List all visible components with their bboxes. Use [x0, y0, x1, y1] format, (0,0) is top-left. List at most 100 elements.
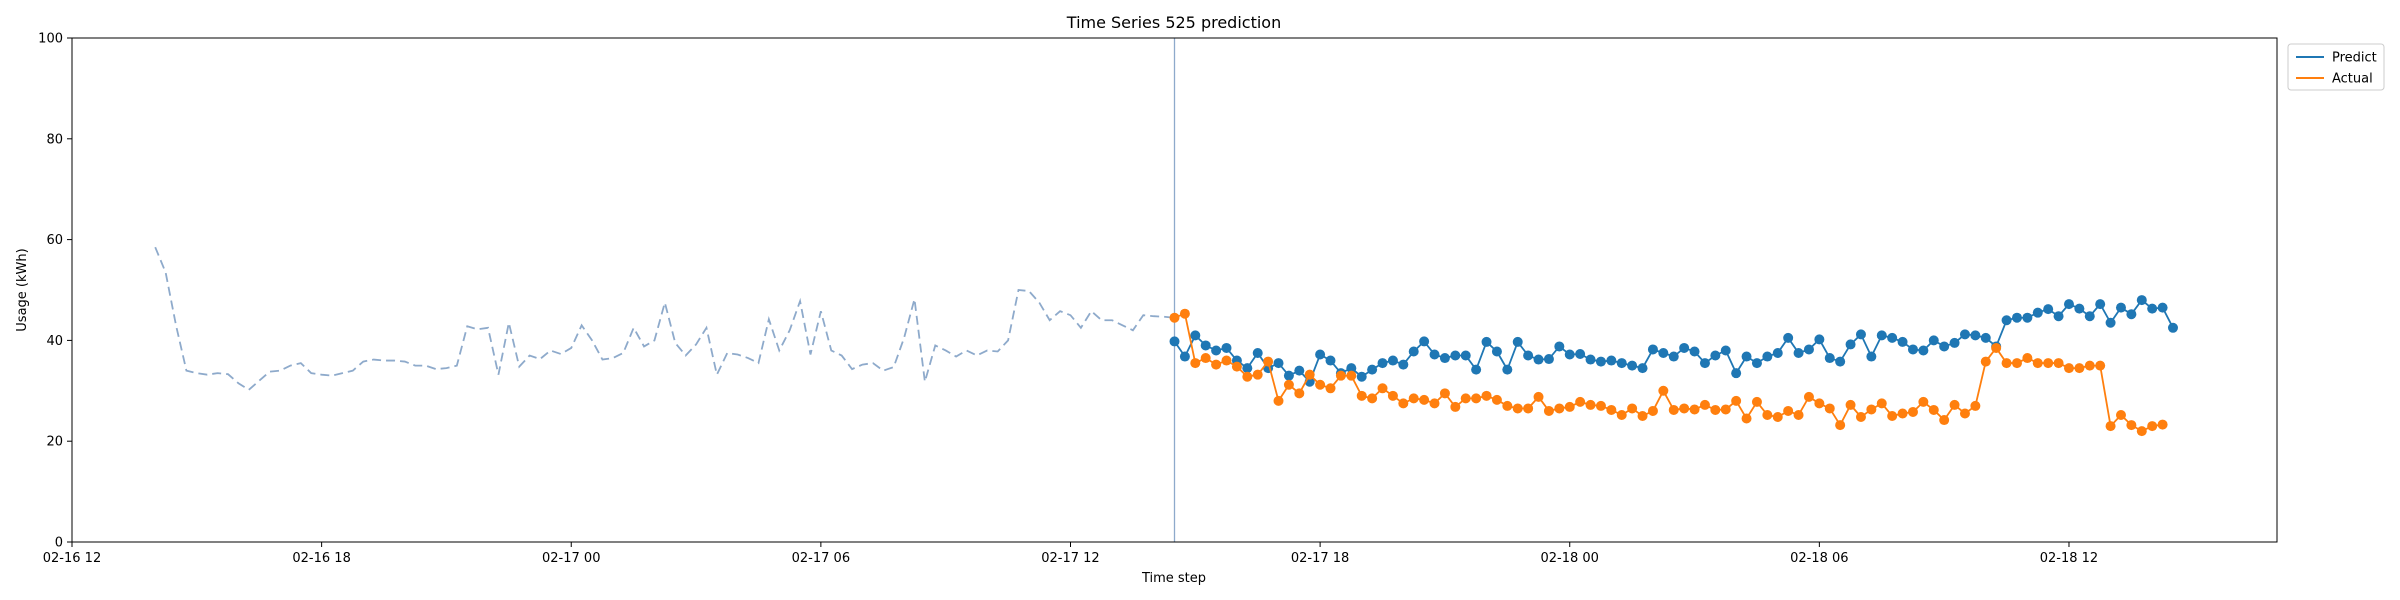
- y-tick-label: 80: [46, 132, 63, 147]
- predict-point: [1533, 354, 1544, 365]
- actual-point: [1585, 399, 1596, 410]
- predict-point: [1679, 342, 1690, 353]
- actual-point: [1377, 383, 1388, 394]
- predict-point: [1710, 350, 1721, 361]
- actual-point: [1304, 369, 1315, 380]
- y-tick-label: 0: [55, 536, 63, 551]
- predict-point: [1221, 342, 1232, 353]
- x-tick-label: 02-18 00: [1541, 551, 1599, 566]
- actual-point: [1814, 398, 1825, 409]
- actual-point: [1907, 406, 1918, 417]
- actual-point: [1190, 358, 1201, 369]
- chart-title: Time Series 525 prediction: [1066, 13, 1281, 32]
- actual-point: [2053, 358, 2064, 369]
- actual-point: [2136, 426, 2147, 437]
- actual-point: [1200, 353, 1211, 364]
- actual-point: [1762, 409, 1773, 420]
- actual-point: [1751, 396, 1762, 407]
- actual-point: [1502, 400, 1513, 411]
- actual-point: [1512, 403, 1523, 414]
- plot-area: [154, 38, 2178, 542]
- predict-point: [1939, 341, 1950, 352]
- actual-point: [1471, 393, 1482, 404]
- predict-point: [1502, 364, 1513, 375]
- y-axis: 0 20 40 60 80 100: [38, 32, 72, 551]
- actual-point: [1169, 312, 1180, 323]
- actual-point: [2157, 419, 2168, 430]
- actual-point: [1346, 370, 1357, 381]
- predict-point: [1949, 337, 1960, 348]
- predict-point: [2063, 299, 2074, 310]
- actual-point: [1855, 412, 1866, 423]
- predict-point: [1741, 351, 1752, 362]
- actual-point: [2115, 409, 2126, 420]
- predict-point: [1627, 360, 1638, 371]
- legend: Predict Actual: [2287, 43, 2385, 91]
- actual-point: [1699, 399, 1710, 410]
- actual-point: [1928, 404, 1939, 415]
- y-tick-label: 60: [46, 233, 63, 248]
- legend-label-actual: Actual: [2332, 72, 2373, 87]
- actual-point: [1637, 411, 1648, 421]
- actual-point: [1897, 408, 1908, 419]
- actual-point: [1533, 391, 1544, 402]
- predict-point: [2043, 304, 2054, 315]
- predict-point: [1585, 354, 1596, 365]
- actual-point: [1970, 400, 1981, 411]
- predict-point: [1866, 351, 1877, 362]
- predict-point: [1419, 336, 1430, 347]
- actual-point: [1335, 370, 1346, 381]
- y-tick-label: 20: [46, 435, 63, 450]
- y-tick-label: 100: [38, 32, 63, 47]
- predict-point: [1200, 340, 1211, 351]
- actual-point: [1398, 398, 1409, 409]
- predict-point: [1523, 350, 1534, 361]
- predict-point: [1377, 358, 1388, 369]
- predict-point: [1699, 358, 1710, 369]
- predict-point: [1928, 335, 1939, 346]
- actual-point: [1793, 409, 1804, 420]
- predict-point: [1824, 353, 1835, 364]
- actual-point: [1918, 396, 1929, 407]
- actual-point: [1450, 401, 1461, 412]
- actual-point: [1710, 404, 1721, 415]
- actual-point: [1980, 356, 1991, 367]
- predict-point: [1647, 344, 1658, 355]
- predict-point: [1554, 341, 1565, 352]
- predict-point: [1564, 349, 1575, 360]
- predict-point: [2115, 302, 2126, 313]
- actual-point: [1783, 405, 1794, 416]
- predict-point: [1907, 344, 1918, 355]
- actual-point: [1283, 379, 1294, 390]
- actual-point: [1595, 400, 1606, 411]
- actual-point: [1439, 388, 1450, 399]
- predict-point: [2136, 295, 2147, 306]
- actual-point: [1294, 388, 1305, 399]
- predict-point: [1439, 353, 1450, 364]
- actual-point: [2084, 360, 2095, 371]
- predict-point: [1398, 359, 1409, 370]
- predict-point: [1429, 349, 1440, 360]
- predict-point: [1460, 350, 1471, 361]
- predict-point: [1876, 330, 1887, 341]
- actual-point: [2074, 363, 2085, 374]
- actual-point: [1221, 355, 1232, 366]
- predict-point: [2147, 303, 2158, 314]
- actual-point: [1263, 356, 1274, 367]
- actual-point: [2043, 358, 2054, 369]
- predict-point: [2084, 311, 2095, 322]
- actual-point: [1481, 390, 1492, 401]
- actual-point: [1491, 394, 1502, 405]
- predict-point: [2032, 307, 2043, 318]
- actual-point: [1543, 405, 1554, 416]
- actual-point: [1356, 390, 1367, 401]
- predict-point: [1471, 364, 1482, 375]
- predict-point: [2022, 312, 2033, 323]
- predict-point: [1814, 334, 1825, 345]
- y-axis-label: Usage (kWh): [15, 248, 30, 331]
- predict-point: [1595, 356, 1606, 367]
- predict-point: [2001, 315, 2012, 326]
- actual-point: [1211, 359, 1222, 370]
- actual-point: [1179, 308, 1190, 319]
